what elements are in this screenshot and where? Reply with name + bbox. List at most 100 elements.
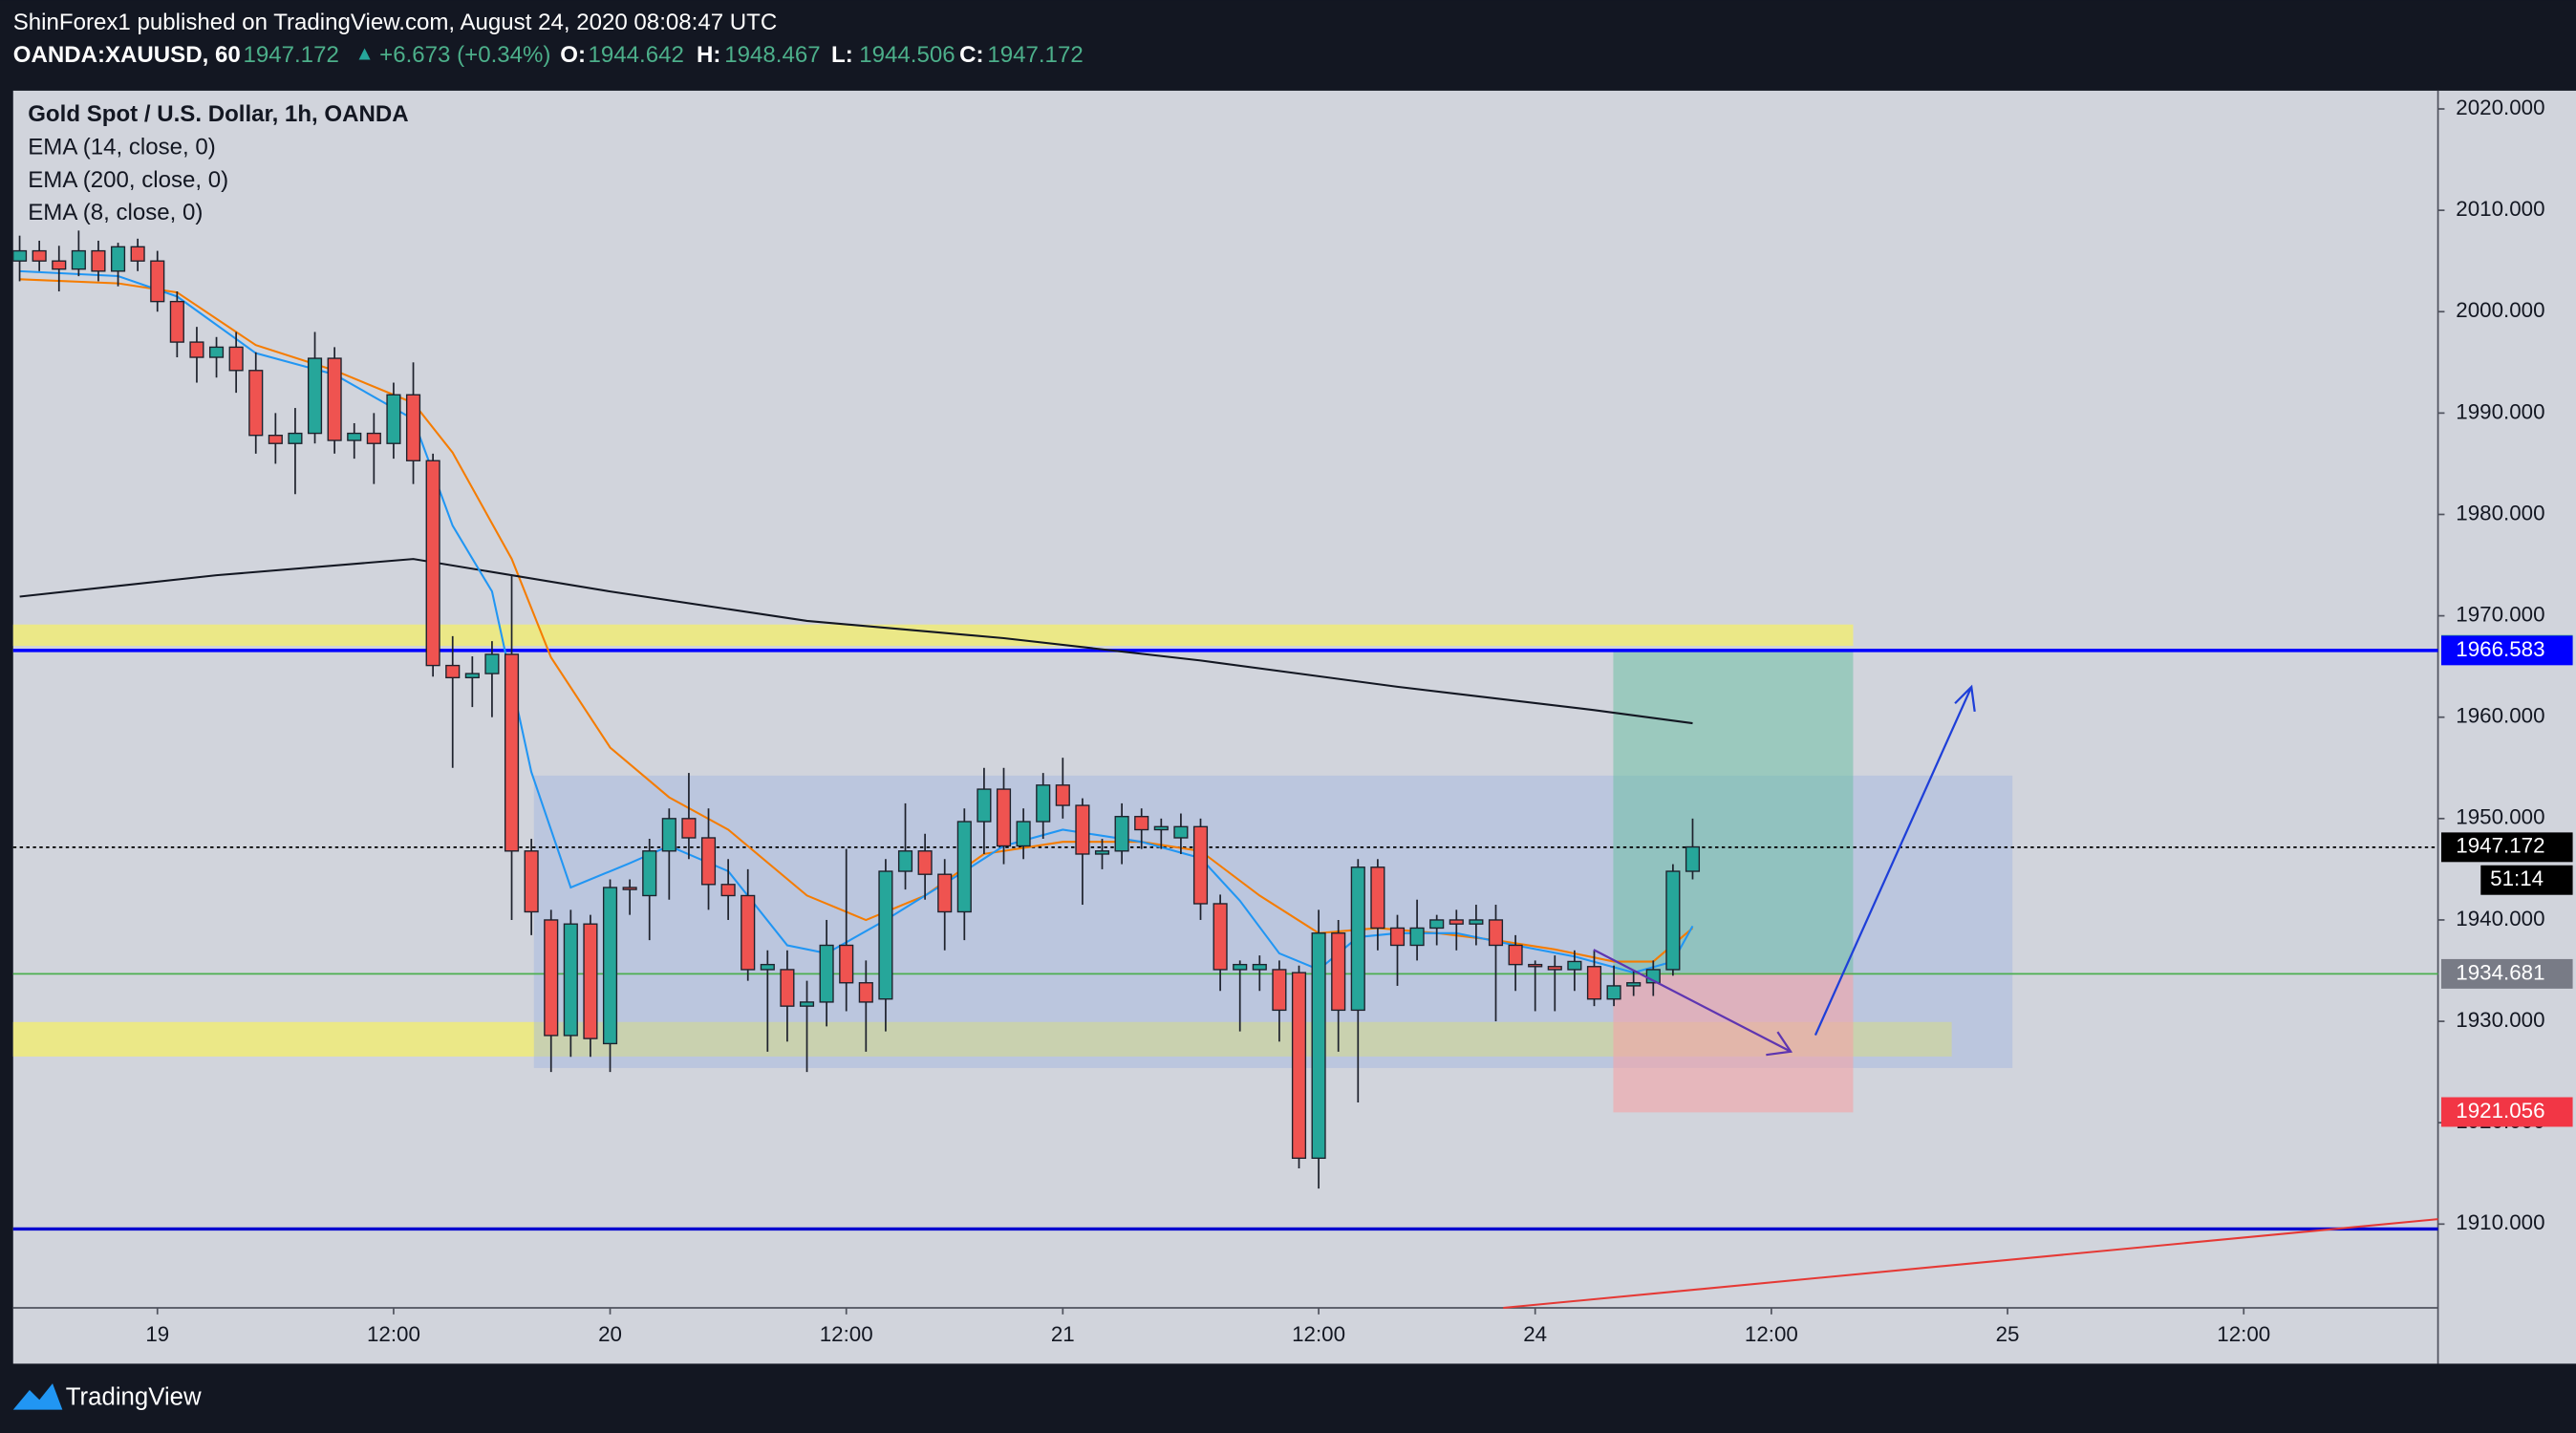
candle-body [464, 673, 480, 679]
candle-body [1350, 866, 1365, 1012]
candle-body [504, 653, 520, 852]
x-tick-label: 12:00 [367, 1322, 420, 1346]
x-tick-label: 20 [598, 1322, 622, 1346]
candle-body [208, 346, 225, 358]
ohlc-label: H: [697, 42, 720, 68]
candle-body [917, 850, 933, 875]
brand: TradingView [66, 1383, 202, 1410]
logo [12, 1383, 63, 1410]
x-tick-label: 12:00 [1745, 1322, 1798, 1346]
candle-body [799, 1001, 815, 1007]
trend-line [1503, 1218, 2438, 1310]
candle-body [1213, 903, 1228, 971]
legend-entry: EMA (200, close, 0) [28, 167, 228, 193]
candle-body [52, 260, 67, 270]
price-label: 1934.681 [2456, 960, 2544, 984]
arrow [1814, 686, 1973, 1037]
candle-body [1252, 963, 1267, 971]
x-tick-label: 25 [1996, 1322, 2020, 1346]
candle-body [1173, 825, 1189, 839]
candle-body [445, 664, 461, 679]
candle-body [1665, 870, 1681, 971]
y-tick-label: 1990.000 [2456, 399, 2544, 423]
change: +6.673 (+0.34%) [379, 42, 550, 68]
candle-body [937, 873, 953, 913]
price-axis [2437, 90, 2576, 1364]
candle-body [425, 460, 440, 667]
price-label: 1921.056 [2456, 1099, 2544, 1123]
y-tick-label: 1980.000 [2456, 501, 2544, 524]
y-tick-label: 1960.000 [2456, 704, 2544, 728]
price-label-bg [2441, 635, 2573, 666]
change-arrow: ▲ [354, 43, 374, 65]
ohlc-label: O: [560, 42, 586, 68]
candle-body [1586, 966, 1602, 1000]
candle-body [602, 887, 618, 1045]
candle-body [405, 394, 421, 461]
x-tick-label: 24 [1523, 1322, 1547, 1346]
candle-body [71, 249, 86, 270]
candle-body [1075, 804, 1090, 855]
candle-body [327, 357, 342, 441]
candle-body [484, 653, 500, 674]
candle-body [1192, 825, 1209, 905]
y-tick-label: 1940.000 [2456, 907, 2544, 930]
price-label-bg [2441, 832, 2573, 863]
countdown: 51:14 [2490, 866, 2544, 890]
stop-zone [1613, 973, 1854, 1113]
chart-title: Gold Spot / U.S. Dollar, 1h, OANDA [28, 101, 408, 127]
candle-body [681, 818, 697, 839]
candle-body [956, 821, 972, 913]
candle-body [169, 300, 184, 343]
ohlc-label: C: [959, 42, 983, 68]
arrow-head [1766, 1031, 1793, 1057]
ohlc-value: 1944.642 [589, 42, 684, 68]
candle-body [268, 435, 283, 444]
candle-body [858, 982, 873, 1003]
candle-body [1016, 821, 1031, 847]
candle-body [1449, 919, 1464, 925]
ohlc-value: 1948.467 [724, 42, 820, 68]
ohlc: O: 1944.642 H: 1948.467 L: 1944.506 C: 1947.172 [560, 42, 1083, 68]
candle-body [1547, 966, 1562, 971]
candle-body [1233, 963, 1248, 971]
candle-body [1114, 816, 1129, 852]
y-tick-label: 2000.000 [2456, 298, 2544, 322]
candle-body [544, 919, 559, 1037]
x-tick-label: 12:00 [1292, 1322, 1345, 1346]
y-tick-label: 1910.000 [2456, 1210, 2544, 1234]
logo-icon [12, 1383, 63, 1410]
candle-body [661, 818, 676, 852]
candle-body [878, 870, 893, 1000]
candle-body [347, 432, 362, 441]
candle-body [288, 432, 303, 444]
candle-body [110, 246, 126, 272]
ema-line [19, 558, 1693, 725]
candle-body [1508, 944, 1523, 966]
candle-body [1094, 850, 1110, 855]
y-tick-label: 1950.000 [2456, 805, 2544, 829]
candle-body [1528, 963, 1543, 968]
price-label-bg [2441, 1097, 2573, 1127]
arrows [1593, 684, 1976, 1057]
candle-body [366, 432, 381, 444]
candle-body [1567, 960, 1582, 971]
y-tick-label: 2010.000 [2456, 197, 2544, 221]
candle-body [1311, 932, 1326, 1160]
published-line: ShinForex1 published on TradingView.com,… [13, 10, 777, 35]
candle-body [1606, 985, 1621, 1000]
y-tick-label: 1970.000 [2456, 603, 2544, 627]
symbol: OANDA:XAUUSD, 60 [13, 42, 241, 68]
time-axis [12, 1307, 2438, 1364]
arrow [1593, 949, 1792, 1053]
candle-body [524, 850, 539, 913]
candle-body [11, 249, 28, 262]
candle-body [307, 357, 323, 435]
arrow-head [1954, 684, 1976, 712]
x-tick-label: 12:00 [2217, 1322, 2270, 1346]
candle-body [1685, 845, 1701, 872]
candle-body [897, 850, 913, 872]
plot-area [12, 90, 2438, 1308]
